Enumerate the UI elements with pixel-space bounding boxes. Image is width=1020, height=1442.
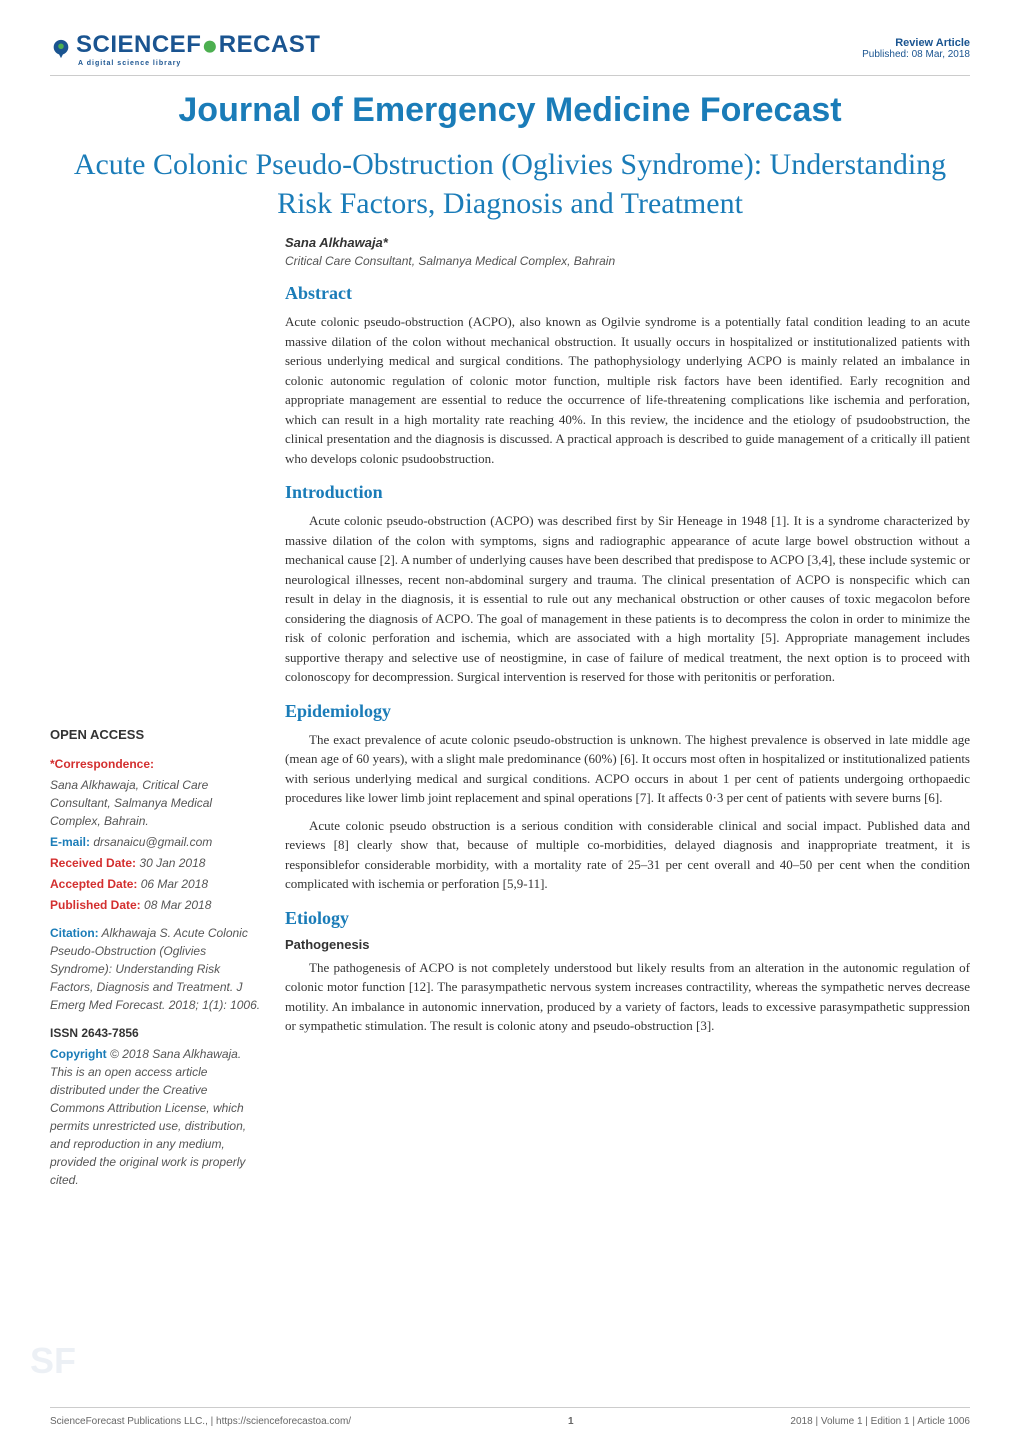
logo-text-main: SCIENCEF [76,31,201,58]
email-label: E-mail: [50,835,90,849]
issn: ISSN 2643-7856 [50,1024,265,1042]
email-value: drsanaicu@gmail.com [93,835,212,849]
watermark: SF [30,1340,76,1382]
etiology-heading: Etiology [285,908,970,929]
main-content: Sana Alkhawaja* Critical Care Consultant… [285,235,970,1199]
etiology-text: The pathogenesis of ACPO is not complete… [285,958,970,1036]
abstract-text: Acute colonic pseudo-obstruction (ACPO),… [285,312,970,468]
epidemiology-p1: The exact prevalence of acute colonic ps… [285,730,970,808]
published-date: 08 Mar 2018 [144,898,211,912]
open-access-label: OPEN ACCESS [50,725,265,745]
abstract-heading: Abstract [285,283,970,304]
epidemiology-p2: Acute colonic pseudo obstruction is a se… [285,816,970,894]
publish-date: Published: 08 Mar, 2018 [862,49,970,60]
page-number: 1 [568,1416,574,1427]
epidemiology-heading: Epidemiology [285,701,970,722]
article-type-label: Review Article [862,37,970,49]
footer: ScienceForecast Publications LLC., | htt… [50,1407,970,1427]
author-name: Sana Alkhawaja* [285,235,970,250]
accepted-label: Accepted Date: [50,877,137,891]
correspondence-text: Sana Alkhawaja, Critical Care Consultant… [50,776,265,830]
introduction-heading: Introduction [285,482,970,503]
accepted-date: 06 Mar 2018 [141,877,208,891]
logo-tagline: A digital science library [78,60,320,67]
received-label: Received Date: [50,856,136,870]
header-bar: SCIENCEF●RECAST A digital science librar… [50,30,970,76]
introduction-text: Acute colonic pseudo-obstruction (ACPO) … [285,511,970,687]
journal-title: Journal of Emergency Medicine Forecast [50,91,970,130]
sidebar: OPEN ACCESS *Correspondence: Sana Alkhaw… [50,235,265,1199]
publisher-logo: SCIENCEF●RECAST A digital science librar… [50,30,320,67]
logo-globe-icon: ● [201,30,218,61]
footer-right: 2018 | Volume 1 | Edition 1 | Article 10… [790,1416,970,1427]
author-affiliation: Critical Care Consultant, Salmanya Medic… [285,254,970,268]
correspondence-label: *Correspondence: [50,757,154,771]
citation-label: Citation: [50,926,99,940]
footer-left: ScienceForecast Publications LLC., | htt… [50,1416,351,1427]
received-date: 30 Jan 2018 [139,856,205,870]
article-title: Acute Colonic Pseudo-Obstruction (Oglivi… [50,145,970,223]
logo-icon [50,38,72,60]
copyright-label: Copyright [50,1047,107,1061]
copyright-text: © 2018 Sana Alkhawaja. This is an open a… [50,1047,246,1187]
pathogenesis-subheading: Pathogenesis [285,937,970,952]
header-meta: Review Article Published: 08 Mar, 2018 [862,37,970,60]
logo-text-accent: RECAST [219,31,321,58]
published-label: Published Date: [50,898,141,912]
